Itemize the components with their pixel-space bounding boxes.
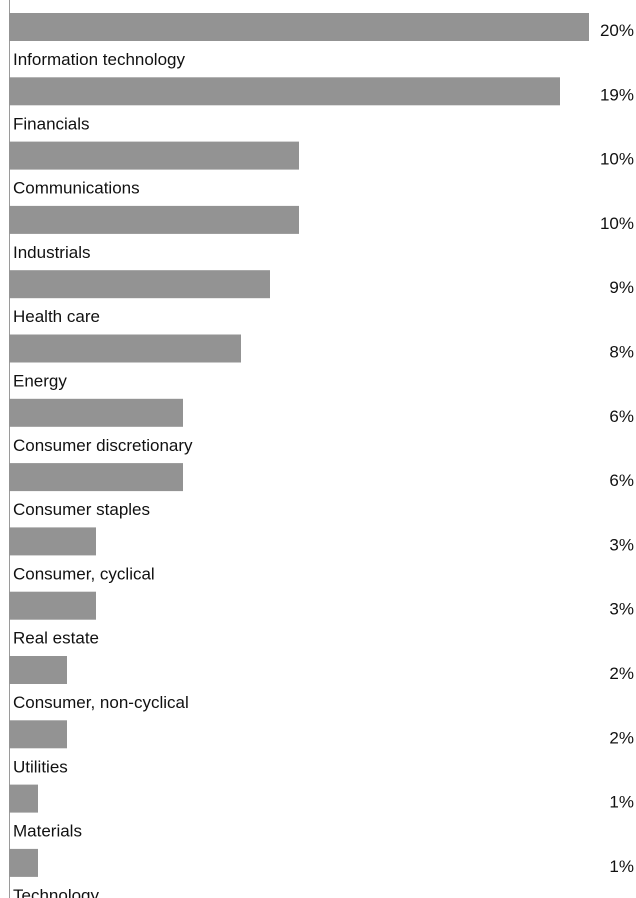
value-label: 20% — [600, 21, 634, 40]
bar — [9, 720, 67, 749]
value-label: 6% — [609, 471, 634, 490]
bar — [9, 398, 183, 427]
value-label: 8% — [609, 343, 634, 362]
category-label: Materials — [13, 822, 82, 841]
category-label: Consumer discretionary — [13, 436, 193, 455]
chart-marks: Information technology 20% Financials 19% Co… — [9, 13, 634, 898]
value-label: 3% — [609, 600, 634, 619]
bar — [9, 784, 38, 813]
value-label: 1% — [609, 793, 634, 812]
bar — [9, 527, 96, 556]
category-label: Financials — [13, 114, 90, 133]
value-label: 1% — [609, 857, 634, 876]
value-label: 6% — [609, 407, 634, 426]
category-label: Communications — [13, 179, 140, 198]
bar — [9, 270, 270, 299]
bar — [9, 848, 38, 877]
value-label: 2% — [609, 728, 634, 747]
bar — [9, 205, 299, 234]
bar — [9, 334, 241, 363]
value-label: 3% — [609, 535, 634, 554]
category-label: Utilities — [13, 757, 68, 776]
category-label: Information technology — [13, 50, 185, 69]
category-label: Energy — [13, 372, 67, 391]
bar — [9, 77, 560, 106]
value-label: 10% — [600, 214, 634, 233]
value-label: 19% — [600, 85, 634, 104]
bar — [9, 463, 183, 492]
category-label: Consumer staples — [13, 500, 150, 519]
category-label: Technology — [13, 886, 100, 898]
bar — [9, 656, 67, 684]
bar — [9, 141, 299, 170]
category-label: Health care — [13, 307, 100, 326]
value-label: 9% — [609, 278, 634, 297]
category-label: Consumer, non-cyclical — [13, 693, 189, 712]
bar — [9, 13, 589, 41]
value-label: 2% — [609, 664, 634, 683]
category-label: Industrials — [13, 243, 90, 262]
category-label: Real estate — [13, 629, 99, 648]
value-label: 10% — [600, 150, 634, 169]
category-label: Consumer, cyclical — [13, 564, 155, 583]
bar — [9, 591, 96, 620]
